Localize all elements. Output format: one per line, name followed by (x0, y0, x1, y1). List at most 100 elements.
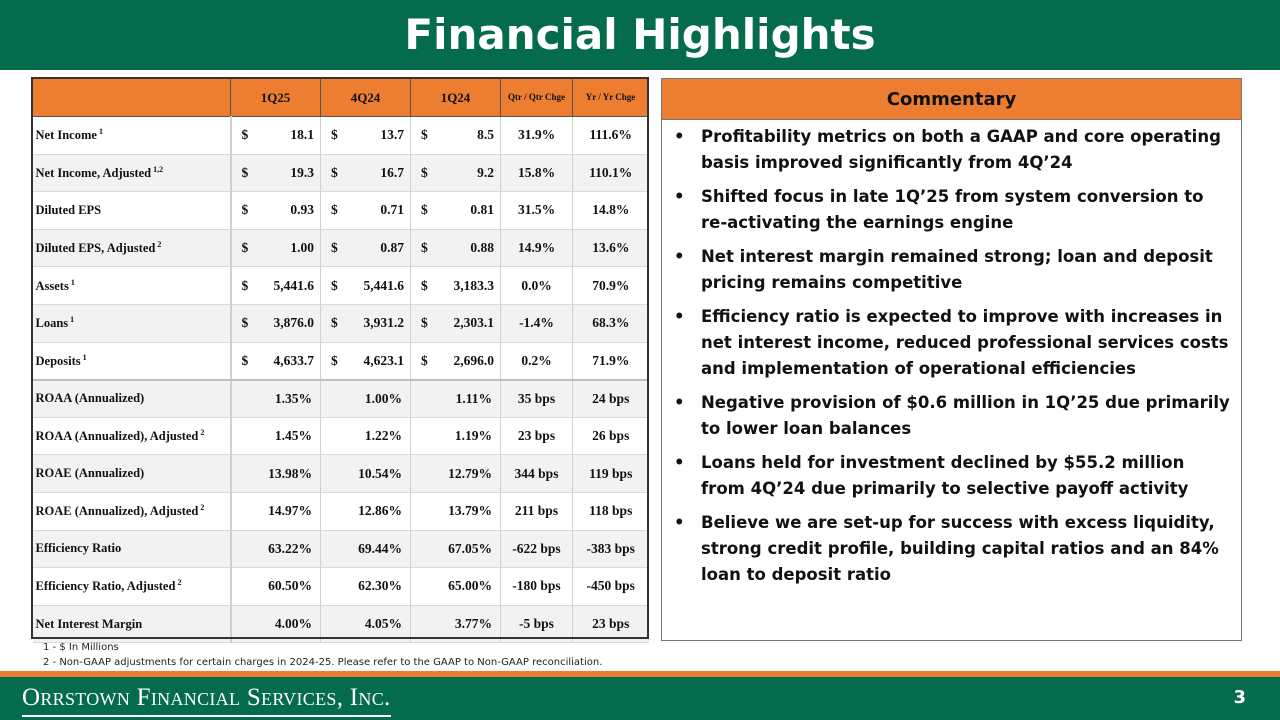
cell-value: 0.93 (290, 202, 314, 218)
yr-change-cell: -450 bps (572, 567, 649, 606)
yr-change-cell: 71.9% (572, 342, 649, 381)
bullet-icon: • (674, 393, 685, 412)
yr-change-cell: 119 bps (572, 454, 649, 493)
qtr-change-cell: -1.4% (500, 304, 573, 343)
value-cell: 69.44% (320, 530, 411, 569)
currency-cell: $16.7 (320, 154, 411, 193)
value-cell: 12.86% (320, 492, 411, 531)
footnotes: 1 - $ In Millions 2 - Non-GAAP adjustmen… (43, 640, 602, 670)
commentary-bullet: • Net interest margin remained strong; lo… (674, 244, 1231, 296)
value-cell: 12.79% (410, 454, 501, 493)
qtr-change-cell: 35 bps (500, 379, 573, 418)
row-label-text: ROAA (Annualized), Adjusted (35, 429, 199, 444)
table-row: Diluted EPS, Adjusted 2 $1.00 $0.87 $0.88 14.… (32, 229, 649, 268)
yr-change-cell: 26 bps (572, 417, 649, 456)
dollar-sign: $ (421, 240, 428, 256)
yr-change-cell: 111.6% (572, 116, 649, 155)
qtr-change-cell: 0.2% (500, 342, 573, 381)
bullet-icon: • (674, 513, 685, 532)
yr-change-cell: 110.1% (572, 154, 649, 193)
row-label: Net Income, Adjusted 1,2 (32, 154, 232, 193)
column-header: 1Q24 (410, 78, 501, 117)
dollar-sign: $ (241, 202, 249, 218)
bullet-text: Shifted focus in late 1Q’25 from system … (701, 187, 1204, 232)
footnote-ref: 2 (200, 503, 205, 513)
column-header: Yr / Yr Chge (572, 78, 649, 117)
table-row: Assets 1 $5,441.6 $5,441.6 $3,183.3 0.0% 70.9% (32, 266, 649, 305)
cell-value: 2,303.1 (453, 315, 495, 331)
qtr-change-cell: 15.8% (500, 154, 573, 193)
row-label: Diluted EPS (32, 191, 232, 230)
cell-value: 3,931.2 (363, 315, 405, 331)
footer-accent-stripe (0, 671, 1280, 677)
commentary-title: Commentary (662, 79, 1241, 120)
row-label: Deposits 1 (32, 342, 232, 381)
bullet-icon: • (674, 453, 685, 472)
column-header: 1Q25 (230, 78, 321, 117)
yr-change-cell: 68.3% (572, 304, 649, 343)
commentary-bullet: • Loans held for investment declined by $… (674, 450, 1231, 502)
dollar-sign: $ (421, 277, 428, 293)
currency-cell: $5,441.6 (230, 266, 321, 305)
currency-cell: $0.81 (410, 191, 501, 230)
cell-value: 0.71 (380, 202, 404, 218)
dollar-sign: $ (241, 315, 249, 331)
commentary-bullet: • Efficiency ratio is expected to improve… (674, 304, 1231, 382)
currency-cell: $19.3 (230, 154, 321, 193)
value-cell: 3.77% (410, 605, 501, 644)
bullet-icon: • (674, 187, 685, 206)
currency-cell: $9.2 (410, 154, 501, 193)
row-label-text: Net Interest Margin (35, 616, 143, 631)
row-label: Assets 1 (32, 266, 232, 305)
cell-value: 8.5 (477, 127, 494, 143)
yr-change-cell: -383 bps (572, 530, 649, 569)
row-label: Diluted EPS, Adjusted 2 (32, 229, 232, 268)
dollar-sign: $ (331, 240, 338, 256)
row-label-text: Efficiency Ratio (35, 541, 122, 556)
value-cell: 13.98% (230, 454, 321, 493)
table-row: Net Income 1 $18.1 $13.7 $8.5 31.9% 111.6% (32, 116, 649, 155)
qtr-change-cell: -5 bps (500, 605, 573, 644)
dollar-sign: $ (241, 240, 249, 256)
table-row: Net Interest Margin 4.00% 4.05% 3.77% -5 bps… (32, 605, 649, 644)
qtr-change-cell: 23 bps (500, 417, 573, 456)
table-row: ROAA (Annualized) 1.35% 1.00% 1.11% 35 bps 24… (32, 379, 649, 418)
value-cell: 1.11% (410, 379, 501, 418)
dollar-sign: $ (421, 315, 428, 331)
dollar-sign: $ (421, 164, 428, 180)
commentary-bullet: • Shifted focus in late 1Q’25 from system… (674, 184, 1231, 236)
value-cell: 1.19% (410, 417, 501, 456)
commentary-panel: Commentary • Profitability metrics on bot… (661, 78, 1242, 641)
table-header-row: 1Q25 4Q24 1Q24 Qtr / Qtr Chge Yr / Yr Ch… (32, 78, 649, 117)
header-label-cell (32, 78, 231, 117)
commentary-bullet: • Negative provision of $0.6 million in 1… (674, 390, 1231, 442)
dollar-sign: $ (331, 164, 338, 180)
value-cell: 4.00% (230, 605, 321, 644)
value-cell: 4.05% (320, 605, 411, 644)
currency-cell: $18.1 (230, 116, 321, 155)
cell-value: 5,441.6 (273, 277, 315, 293)
page-title: Financial Highlights (404, 10, 876, 59)
qtr-change-cell: 211 bps (500, 492, 573, 531)
value-cell: 60.50% (230, 567, 321, 606)
currency-cell: $1.00 (230, 229, 321, 268)
footnote-ref: 2 (157, 240, 162, 250)
cell-value: 0.81 (470, 202, 494, 218)
table-row: Loans 1 $3,876.0 $3,931.2 $2,303.1 -1.4% 68.3% (32, 304, 649, 343)
cell-value: 1.00 (290, 240, 314, 256)
row-label: Loans 1 (32, 304, 232, 343)
bullet-text: Negative provision of $0.6 million in 1Q… (701, 393, 1230, 438)
yr-change-cell: 23 bps (572, 605, 649, 644)
value-cell: 1.35% (230, 379, 321, 418)
cell-value: 0.88 (470, 240, 494, 256)
footnote-ref: 1 (98, 127, 103, 137)
currency-cell: $0.87 (320, 229, 411, 268)
dollar-sign: $ (241, 164, 249, 180)
footnote: 2 - Non-GAAP adjustments for certain cha… (43, 657, 603, 668)
dollar-sign: $ (421, 127, 428, 143)
value-cell: 1.22% (320, 417, 411, 456)
dollar-sign: $ (241, 352, 249, 368)
value-cell: 1.45% (230, 417, 321, 456)
row-label-text: Efficiency Ratio, Adjusted (35, 579, 176, 594)
currency-cell: $0.71 (320, 191, 411, 230)
